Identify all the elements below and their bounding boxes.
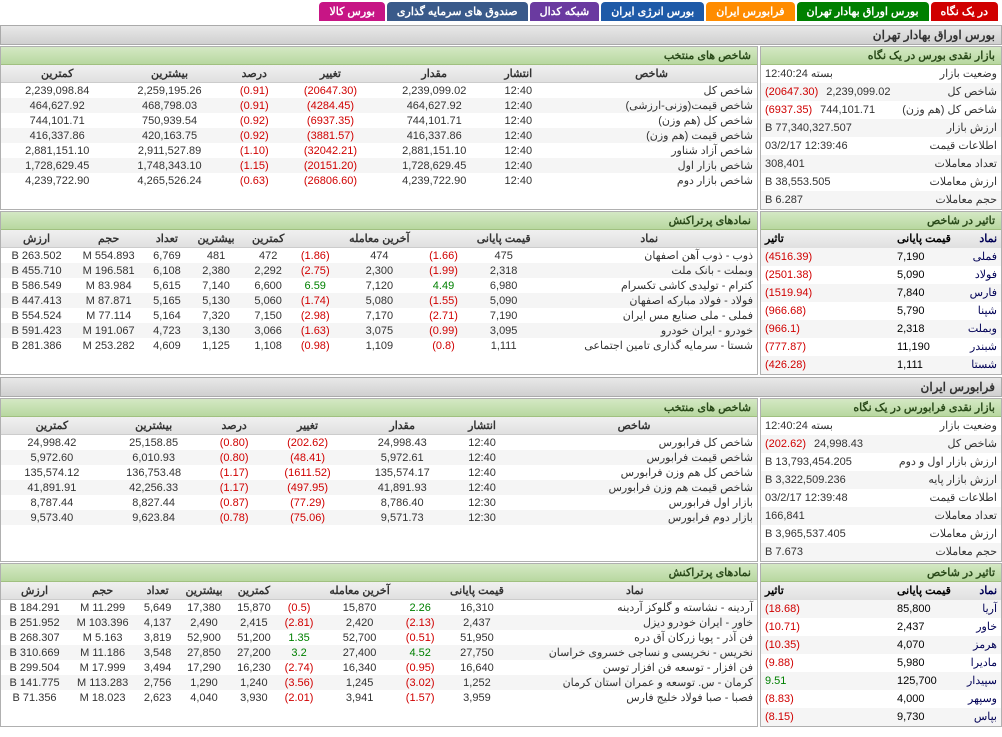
table-row[interactable]: شاخص کل فرابورس12:4024,998.43(202.62)(0.…: [1, 435, 757, 451]
glance-row: وضعیت بازاربسته 12:40:24: [761, 65, 1001, 83]
nav-tab[interactable]: شبکه کدال: [530, 2, 600, 21]
impact-row[interactable]: هرمز4,070(10.35): [761, 636, 1001, 654]
table-row[interactable]: شاخص کل12:402,239,099.02(20647.30)(0.91)…: [1, 83, 757, 99]
panel-header: بازار نقدی فرابورس در یک نگاه: [761, 399, 1001, 417]
table-row[interactable]: وبملت - بانک ملت2,318(1.99)2,300(2.75)2,…: [1, 263, 757, 278]
panel-header: شاخص های منتخب: [1, 47, 757, 65]
table-row[interactable]: آردینه - نشاسته و گلوکز آردینه16,3102.26…: [1, 600, 757, 616]
nav-tab[interactable]: در یک نگاه: [931, 2, 998, 21]
indices-panel: شاخص های منتخبشاخصانتشارمقدارتغییردرصدبی…: [0, 46, 758, 210]
impact-row[interactable]: شپنا5,790(966.68): [761, 302, 1001, 320]
nav-tab[interactable]: بورس انرژی ایران: [601, 2, 704, 21]
table-row[interactable]: شاخص قیمت فرابورس12:405,972.61(48.41)(0.…: [1, 450, 757, 465]
top-table: نمادقیمت پایانیآخرین معاملهکمترینبیشترین…: [1, 582, 757, 705]
nav-tab[interactable]: بورس کالا: [319, 2, 384, 21]
glance-row: اطلاعات قیمت12:39:46 03/2/17: [761, 137, 1001, 155]
glance-row: شاخص کل24,998.43(202.62): [761, 435, 1001, 453]
glance-row: حجم معاملات6.287 B: [761, 191, 1001, 209]
table-row[interactable]: نخریس - نخریسی و نساجی خسروی خراسان27,75…: [1, 645, 757, 660]
top-panel: نمادهای پرتراکنشنمادقیمت پایانیآخرین معا…: [0, 211, 758, 375]
table-row[interactable]: فملی - ملی صنایع مس ایران7,190(2.71)7,17…: [1, 308, 757, 323]
impact-panel: تاثیر در شاخصنمادقیمت پایانیتاثیرآریا85,…: [760, 563, 1002, 727]
impact-row[interactable]: فولاد5,090(2501.38): [761, 266, 1001, 284]
section-title: فرابورس ایران: [0, 377, 1002, 397]
table-row[interactable]: شاخص آزاد شناور12:402,881,151.10(32042.2…: [1, 143, 757, 158]
impact-row[interactable]: فارس7,840(1519.94): [761, 284, 1001, 302]
table-row[interactable]: شاخص قیمت(وزنی-ارزشی)12:40464,627.92(428…: [1, 98, 757, 113]
top-panel: نمادهای پرتراکنشنمادقیمت پایانیآخرین معا…: [0, 563, 758, 727]
panel-header: بازار نقدی بورس در یک نگاه: [761, 47, 1001, 65]
table-row[interactable]: فولاد - فولاد مبارکه اصفهان5,090(1.55)5,…: [1, 293, 757, 308]
table-row[interactable]: شاخص قیمت (هم وزن)12:40416,337.86(3881.5…: [1, 128, 757, 143]
table-row[interactable]: شاخص کل هم وزن فرابورس12:40135,574.17(16…: [1, 465, 757, 480]
table-row[interactable]: فصبا - صبا فولاد خلیج فارس3,959(1.57)3,9…: [1, 690, 757, 705]
impact-row[interactable]: وسپهر4,000(8.83): [761, 690, 1001, 708]
table-row[interactable]: بازار اول فرابورس12:308,786.40(77.29)(0.…: [1, 495, 757, 510]
table-row[interactable]: کترام - تولیدی کاشی تکسرام6,9804.497,120…: [1, 278, 757, 293]
nav-tabs: در یک نگاهبورس اوراق بهادار تهرانفرابورس…: [0, 0, 1002, 23]
table-row[interactable]: کرمان - س. توسعه و عمران استان کرمان1,25…: [1, 675, 757, 690]
impact-row[interactable]: خاور2,437(10.71): [761, 618, 1001, 636]
indices-table: شاخصانتشارمقدارتغییردرصدبیشترینکمترینشاخ…: [1, 65, 757, 188]
section-title: بورس اوراق بهادار تهران: [0, 25, 1002, 45]
nav-tab[interactable]: صندوق های سرمایه گذاری: [387, 2, 528, 21]
table-row[interactable]: ذوب - ذوب آهن اصفهان475(1.66)474(1.86)47…: [1, 248, 757, 264]
impact-row[interactable]: سپیدار125,7009.51: [761, 672, 1001, 690]
impact-row[interactable]: شبندر11,190(777.87): [761, 338, 1001, 356]
panel-header: نمادهای پرتراکنش: [1, 564, 757, 582]
glance-row: ارزش معاملات38,553.505 B: [761, 173, 1001, 191]
table-row[interactable]: فن افزار - توسعه فن افزار توسن16,640(0.9…: [1, 660, 757, 675]
table-row[interactable]: شستا - سرمایه گذاری تامین اجتماعی1,111(0…: [1, 338, 757, 353]
top-table: نمادقیمت پایانیآخرین معاملهکمترینبیشترین…: [1, 230, 757, 353]
glance-panel: بازار نقدی فرابورس در یک نگاهوضعیت بازار…: [760, 398, 1002, 562]
table-row[interactable]: شاخص قیمت هم وزن فرابورس12:4041,891.93(4…: [1, 480, 757, 495]
glance-row: اطلاعات قیمت12:39:48 03/2/17: [761, 489, 1001, 507]
table-row[interactable]: شاخص بازار اول12:401,728,629.45(20151.20…: [1, 158, 757, 173]
impact-row[interactable]: آریا85,800(18.68): [761, 600, 1001, 618]
impact-row[interactable]: فملی7,190(4516.39): [761, 248, 1001, 266]
glance-row: شاخص کل (هم وزن)744,101.71(6937.35): [761, 101, 1001, 119]
glance-row: تعداد معاملات166,841: [761, 507, 1001, 525]
table-row[interactable]: فن آذر - پویا زرکان آق دره51,950(0.51)52…: [1, 630, 757, 645]
glance-row: حجم معاملات7.673 B: [761, 543, 1001, 561]
panel-header: تاثیر در شاخص: [761, 564, 1001, 582]
indices-table: شاخصانتشارمقدارتغییردرصدبیشترینکمترینشاخ…: [1, 417, 757, 525]
glance-row: ارزش بازار پایه3,322,509.236 B: [761, 471, 1001, 489]
table-row[interactable]: بازار دوم فرابورس12:309,571.73(75.06)(0.…: [1, 510, 757, 525]
glance-row: وضعیت بازاربسته 12:40:24: [761, 417, 1001, 435]
panel-header: شاخص های منتخب: [1, 399, 757, 417]
glance-row: شاخص کل2,239,099.02(20647.30): [761, 83, 1001, 101]
impact-row[interactable]: مادیرا5,980(9.88): [761, 654, 1001, 672]
table-row[interactable]: شاخص کل (هم وزن)12:40744,101.71(6937.35)…: [1, 113, 757, 128]
glance-row: تعداد معاملات308,401: [761, 155, 1001, 173]
nav-tab[interactable]: بورس اوراق بهادار تهران: [797, 2, 929, 21]
impact-panel: تاثیر در شاخصنمادقیمت پایانیتاثیرفملی7,1…: [760, 211, 1002, 375]
nav-tab[interactable]: فرابورس ایران: [706, 2, 794, 21]
table-row[interactable]: خاور - ایران خودرو دیزل2,437(2.13)2,420(…: [1, 615, 757, 630]
glance-row: ارزش بازار اول و دوم13,793,454.205 B: [761, 453, 1001, 471]
table-row[interactable]: شاخص بازار دوم12:404,239,722.90(26806.60…: [1, 173, 757, 188]
impact-row[interactable]: شستا1,111(426.28): [761, 356, 1001, 374]
impact-row[interactable]: وبملت2,318(966.1): [761, 320, 1001, 338]
glance-row: ارزش معاملات3,965,537.405 B: [761, 525, 1001, 543]
panel-header: نمادهای پرتراکنش: [1, 212, 757, 230]
panel-header: تاثیر در شاخص: [761, 212, 1001, 230]
glance-row: ارزش بازار77,340,327.507 B: [761, 119, 1001, 137]
table-row[interactable]: خودرو - ایران خودرو3,095(0.99)3,075(1.63…: [1, 323, 757, 338]
impact-row[interactable]: بپاس9,730(8.15): [761, 708, 1001, 726]
indices-panel: شاخص های منتخبشاخصانتشارمقدارتغییردرصدبی…: [0, 398, 758, 562]
glance-panel: بازار نقدی بورس در یک نگاهوضعیت بازاربست…: [760, 46, 1002, 210]
